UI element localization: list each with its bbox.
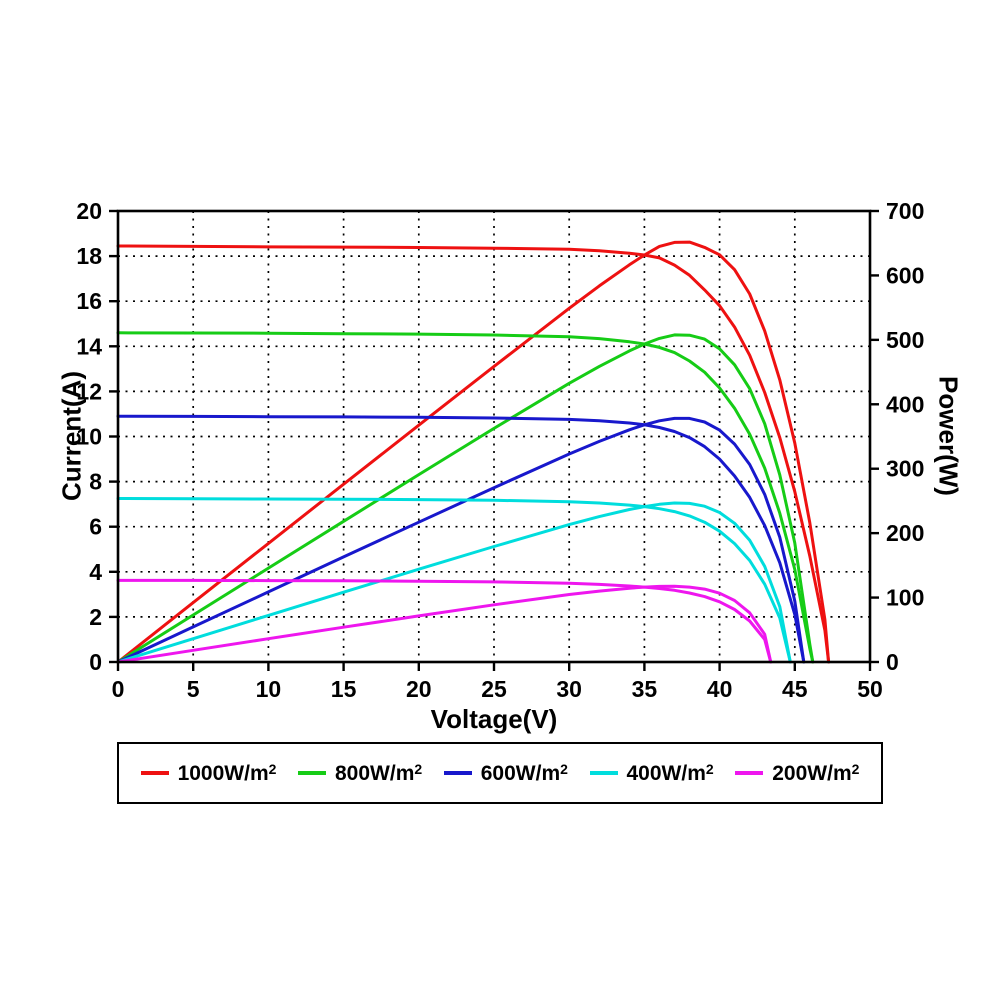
legend-box: 1000W/m2 800W/m2 600W/m2 400W/m2 200W/m2: [117, 742, 883, 804]
legend-label-text: 800W/m: [335, 762, 415, 785]
legend-label: 800W/m2: [335, 762, 422, 784]
right-y-axis-title: Power(W): [933, 376, 964, 496]
x-tick-label: 30: [556, 676, 582, 702]
legend-label-superscript: 2: [268, 761, 277, 777]
y-right-tick-label: 400: [886, 391, 924, 417]
iv-curve-400: [116, 497, 792, 664]
pv-curve-400: [116, 501, 792, 664]
x-tick-label: 20: [406, 676, 432, 702]
pv-curve-600: [116, 416, 806, 664]
legend-label-superscript: 2: [414, 761, 423, 777]
legend-label: 600W/m2: [481, 762, 568, 784]
y-left-tick-label: 18: [76, 243, 102, 269]
x-tick-label: 40: [707, 676, 733, 702]
legend-line-swatch: [735, 771, 764, 775]
x-tick-label: 45: [782, 676, 808, 702]
legend-label-text: 400W/m: [626, 762, 706, 785]
legend-line-swatch: [589, 771, 618, 775]
legend-item-400: 400W/m2: [589, 762, 714, 784]
x-tick-label: 35: [632, 676, 658, 702]
y-right-tick-label: 700: [886, 198, 924, 224]
legend-item-800: 800W/m2: [298, 762, 422, 784]
x-tick-label: 5: [187, 676, 200, 702]
y-left-tick-label: 12: [76, 378, 102, 404]
y-left-tick-label: 0: [89, 649, 102, 675]
x-tick-label: 25: [481, 676, 507, 702]
y-left-tick-label: 2: [89, 604, 102, 630]
y-left-tick-label: 10: [76, 424, 102, 450]
legend-line-swatch: [298, 771, 326, 775]
legend-label: 200W/m2: [772, 762, 859, 784]
legend-line-swatch: [443, 771, 472, 775]
y-left-tick-label: 14: [76, 333, 102, 359]
y-right-tick-label: 500: [886, 327, 924, 353]
legend-label-superscript: 2: [851, 761, 860, 777]
x-axis-title: Voltage(V): [430, 704, 558, 734]
legend-item-200: 200W/m2: [735, 762, 859, 784]
legend-label: 400W/m2: [627, 762, 714, 784]
y-right-tick-label: 100: [886, 585, 924, 611]
x-tick-label: 10: [256, 676, 282, 702]
y-right-tick-label: 200: [886, 520, 924, 546]
legend-label-text: 1000W/m: [177, 762, 269, 785]
y-right-tick-label: 300: [886, 456, 924, 482]
x-tick-label: 50: [857, 676, 883, 702]
y-right-tick-label: 600: [886, 262, 924, 288]
iv-curve-800: [116, 331, 815, 664]
legend-label: 1000W/m2: [178, 762, 277, 784]
x-tick-label: 0: [112, 676, 125, 702]
legend-item-600: 600W/m2: [443, 762, 568, 784]
legend-label-text: 200W/m: [772, 762, 852, 785]
left-y-axis-title: Current(A): [56, 371, 87, 501]
y-right-tick-label: 0: [886, 649, 899, 675]
legend-label-superscript: 2: [560, 761, 568, 777]
iv-curve-1000: [116, 244, 831, 664]
y-left-tick-label: 16: [76, 288, 102, 314]
legend-line-swatch: [140, 771, 169, 775]
iv-curve-600: [116, 414, 806, 664]
pv-curve-200: [116, 584, 773, 664]
y-left-tick-label: 8: [89, 469, 102, 495]
y-left-tick-label: 20: [76, 198, 102, 224]
pv-curve-1000: [116, 240, 831, 664]
legend-label-superscript: 2: [705, 761, 714, 777]
x-tick-label: 15: [331, 676, 357, 702]
y-left-tick-label: 4: [89, 559, 102, 585]
legend-label-text: 600W/m: [480, 762, 561, 785]
y-left-tick-label: 6: [89, 514, 102, 540]
legend-item-1000: 1000W/m2: [140, 762, 277, 784]
iv-curve-200: [116, 578, 773, 664]
